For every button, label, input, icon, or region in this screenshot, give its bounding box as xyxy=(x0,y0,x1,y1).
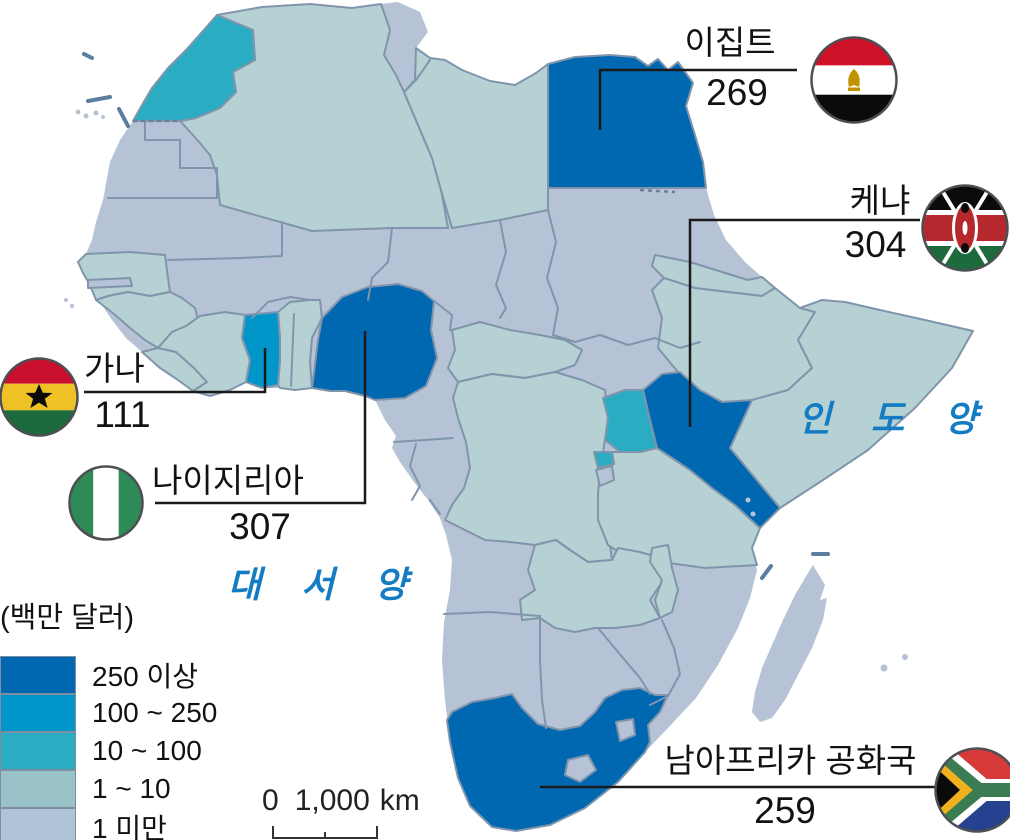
country-central-african-republic xyxy=(447,321,583,383)
legend-row: 250 이상 xyxy=(0,656,217,694)
dashed-borders xyxy=(133,119,676,194)
legend-label: 10 ~ 100 xyxy=(92,735,202,766)
kenya-value: 304 xyxy=(844,224,907,265)
indian-ocean-label: 인도양 xyxy=(798,398,1010,439)
nigeria-value: 307 xyxy=(229,506,291,547)
country-ghana xyxy=(241,311,281,389)
scale-bar-labels: 0 1,000 km xyxy=(262,784,420,818)
egypt-label: 이집트 xyxy=(684,24,776,61)
nigeria-label: 나이지리아 xyxy=(152,462,304,499)
legend-row: 1 ~ 10 xyxy=(0,770,217,808)
legend-label: 100 ~ 250 xyxy=(92,697,218,728)
leader-line-kenya xyxy=(688,218,920,427)
atlantic-ocean-label: 대서양 xyxy=(228,564,448,605)
country-somalia xyxy=(729,299,974,509)
legend-unit-label: (백만 달러) xyxy=(0,602,135,634)
scale-end: 1,000 xyxy=(294,784,370,817)
legend-swatch-under-1 xyxy=(0,808,76,840)
scale-start: 0 xyxy=(262,784,279,817)
egypt-value: 269 xyxy=(706,72,768,113)
country-borders xyxy=(107,59,701,729)
scale-unit: km xyxy=(379,784,420,817)
scale-bar xyxy=(272,826,378,839)
legend-label: 250 이상 xyxy=(92,661,199,692)
south-africa-value: 259 xyxy=(754,790,816,831)
ghana-label: 가나 xyxy=(84,350,145,387)
legend-row: 1 미만 xyxy=(0,808,217,840)
country-gambia xyxy=(87,277,133,289)
country-rwanda xyxy=(593,451,615,469)
country-zambia xyxy=(519,539,663,633)
legend-label: 1 미만 xyxy=(92,813,167,840)
legend-swatch-1-10 xyxy=(0,770,76,808)
legend-swatch-250plus xyxy=(0,656,76,694)
leader-line-nigeria xyxy=(155,331,367,505)
legend-swatch-100-250 xyxy=(0,694,76,732)
country-morocco xyxy=(132,14,256,122)
leader-line-egypt xyxy=(598,68,797,130)
country-south-africa xyxy=(446,687,669,832)
south-africa-flag-icon xyxy=(934,747,1010,833)
egypt-flag-icon xyxy=(810,36,898,124)
kenya-label: 케냐 xyxy=(849,182,911,219)
kenya-flag-icon xyxy=(921,184,1009,272)
country-dr-congo xyxy=(444,371,613,563)
legend-swatch-10-100 xyxy=(0,732,76,770)
country-madagascar xyxy=(752,565,827,722)
country-malawi xyxy=(649,544,679,619)
country-kenya xyxy=(642,371,781,529)
ghana-value: 111 xyxy=(94,394,151,435)
island-marks xyxy=(64,52,908,672)
country-egypt xyxy=(547,54,707,189)
country-uganda xyxy=(602,389,658,453)
ghana-flag-icon xyxy=(0,357,79,437)
legend-label: 1 ~ 10 xyxy=(92,773,171,804)
country-burundi xyxy=(595,465,615,487)
legend: (백만 달러) 250 이상 100 ~ 250 10 ~ 100 1 ~ 10… xyxy=(0,594,217,840)
country-nigeria xyxy=(311,283,438,401)
country-eswatini xyxy=(615,718,636,742)
nigeria-flag-icon xyxy=(68,465,144,541)
country-lesotho xyxy=(564,754,597,783)
leader-line-ghana xyxy=(84,348,267,394)
leader-lines xyxy=(84,68,945,789)
legend-row: 100 ~ 250 xyxy=(0,694,217,732)
legend-row: 10 ~ 100 xyxy=(0,732,217,770)
south-africa-label: 남아프리카 공화국 xyxy=(664,742,917,779)
